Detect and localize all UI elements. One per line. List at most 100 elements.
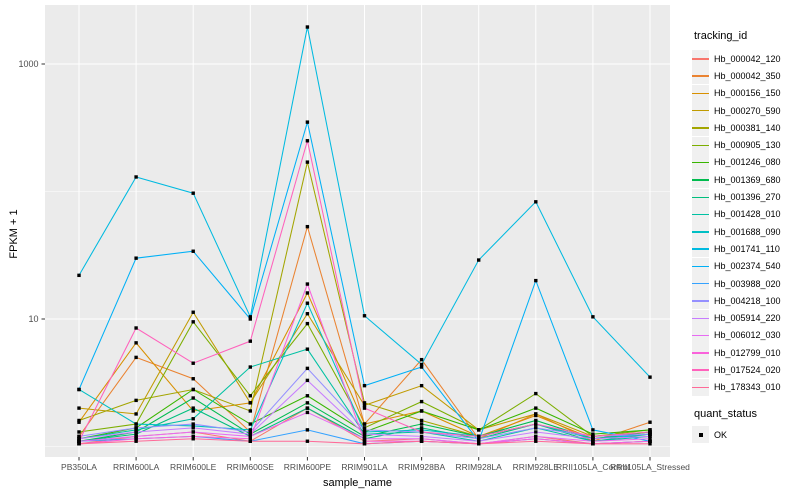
data-point: [305, 401, 310, 405]
legend-key-line: [692, 317, 709, 319]
legend-item-label: Hb_001741_110: [714, 243, 780, 254]
data-point: [648, 437, 652, 441]
data-point: [305, 439, 310, 443]
data-point: [305, 321, 310, 326]
legend-item: Hb_001741_110: [692, 240, 800, 258]
data-point: [191, 191, 195, 195]
legend-item: Hb_003988_020: [692, 275, 800, 292]
data-point: [248, 422, 252, 426]
legend-key-swatch: [692, 153, 709, 171]
legend-key-line: [692, 265, 709, 268]
data-point: [248, 339, 252, 343]
data-point: [534, 412, 538, 416]
data-point: [477, 434, 481, 439]
data-point: [419, 422, 424, 426]
data-point: [77, 434, 81, 439]
legend-key-swatch: [692, 84, 709, 102]
data-point: [134, 175, 138, 179]
legend-key-swatch: [692, 275, 709, 292]
data-point: [419, 437, 424, 441]
legend-item: Hb_004218_100: [692, 292, 800, 310]
panel-background: [45, 5, 670, 457]
data-point: [648, 442, 652, 446]
data-point: [191, 417, 195, 421]
data-point: [419, 383, 424, 388]
data-point: [305, 139, 310, 143]
data-point: [134, 428, 138, 432]
data-point: [191, 409, 195, 413]
data-point: [248, 428, 252, 432]
data-point: [362, 428, 367, 432]
data-point: [305, 282, 310, 286]
data-point: [134, 437, 138, 441]
data-point: [648, 439, 652, 443]
legend-panel: tracking_id Hb_000042_120 Hb_000042_350 Hb…: [692, 0, 800, 444]
data-point: [362, 401, 367, 405]
data-point: [362, 439, 367, 443]
legend-key-line: [692, 75, 709, 77]
legend-item-label: Hb_000905_130: [714, 140, 781, 151]
legend-key-line: [692, 231, 709, 233]
legend-item-label: Hb_006012_030: [714, 330, 781, 341]
data-point: [77, 387, 81, 392]
data-point: [134, 432, 138, 436]
legend-title-tracking-id: tracking_id: [694, 30, 748, 42]
data-point: [191, 310, 195, 314]
data-point: [191, 361, 195, 365]
data-point: [648, 375, 652, 379]
data-point: [591, 434, 595, 439]
data-point: [305, 394, 310, 398]
y-axis-title: FPKM + 1: [8, 209, 20, 259]
data-point: [419, 439, 424, 443]
y-tick-label: 10: [28, 314, 38, 324]
legend-key-line: [692, 283, 709, 285]
data-point: [362, 442, 367, 446]
legend-key-swatch: [692, 102, 709, 120]
legend-item: Hb_017524_020: [692, 361, 800, 379]
black-square-marker-icon: [698, 432, 703, 437]
x-tick-label: RRIM901LA: [341, 462, 388, 472]
data-point: [134, 412, 138, 416]
data-point: [134, 426, 138, 430]
legend-key-line: [692, 92, 709, 95]
data-point: [534, 200, 538, 204]
legend-item-label: Hb_001428_010: [714, 209, 781, 220]
y-tick-label: 1000: [18, 59, 38, 69]
data-point: [248, 394, 252, 398]
data-point: [248, 434, 252, 439]
legend-key-line: [692, 300, 709, 302]
legend-key-swatch: [692, 171, 709, 189]
legend-item: Hb_000381_140: [692, 119, 800, 137]
x-tick-label: PB350LA: [61, 462, 97, 472]
data-point: [248, 409, 252, 413]
legend-item-label: Hb_001396_270: [714, 192, 781, 203]
legend-item-label: Hb_012799_010: [714, 347, 781, 358]
data-point: [248, 439, 252, 443]
legend-key-swatch: [692, 136, 709, 154]
data-point: [134, 355, 138, 360]
data-point: [362, 422, 367, 426]
x-tick-label: RRIM600LE: [170, 462, 217, 472]
data-point: [77, 437, 81, 441]
data-point: [534, 426, 538, 430]
data-point: [362, 383, 367, 388]
legend-item-label: Hb_000042_350: [714, 70, 781, 81]
legend-key-swatch: [692, 326, 709, 344]
data-point: [305, 366, 310, 371]
x-tick-label: RRIM600SE: [227, 462, 275, 472]
legend-item: Hb_001246_080: [692, 153, 800, 171]
data-point: [248, 437, 252, 441]
legend-item-label: Hb_000156_150: [714, 88, 781, 99]
data-point: [305, 410, 310, 415]
data-point: [419, 428, 424, 432]
x-axis-title: sample_name: [322, 477, 393, 489]
data-point: [305, 25, 310, 29]
data-point: [648, 434, 652, 439]
data-point: [534, 418, 538, 423]
legend-item-quant: OK: [692, 426, 800, 444]
data-point: [534, 391, 538, 396]
data-point: [191, 377, 195, 381]
legend-item: Hb_178343_010: [692, 378, 800, 396]
data-point: [77, 430, 81, 434]
legend-item-label: Hb_017524_020: [714, 364, 781, 375]
